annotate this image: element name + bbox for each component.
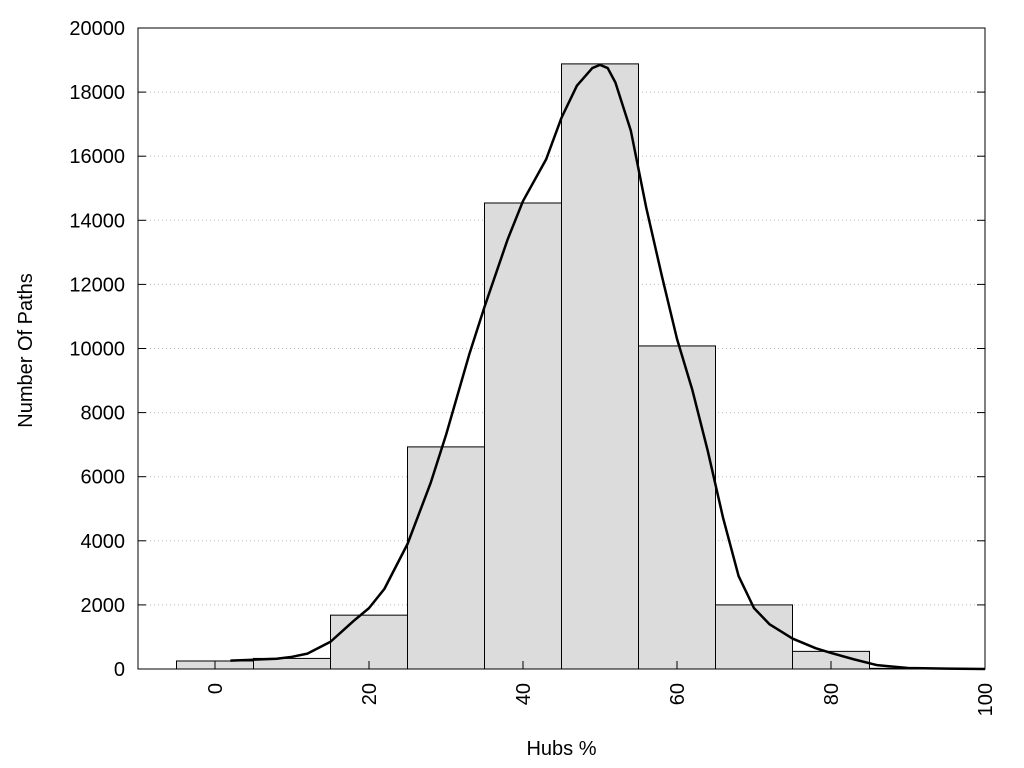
histogram-bar — [484, 202, 562, 670]
y-tick-label: 18000 — [69, 82, 125, 104]
x-tick-label: 20 — [359, 683, 381, 705]
x-tick-label: 0 — [205, 683, 227, 694]
x-tick-label: 80 — [821, 683, 843, 705]
y-tick-label: 2000 — [81, 595, 126, 617]
x-tick-label: 100 — [975, 683, 997, 716]
y-tick-label: 20000 — [69, 18, 125, 40]
y-tick-label: 4000 — [81, 531, 126, 553]
histogram-bar — [638, 345, 716, 670]
y-tick-label: 0 — [114, 659, 125, 681]
y-tick-label: 14000 — [69, 210, 125, 232]
y-tick-label: 12000 — [69, 274, 125, 296]
x-tick-label: 60 — [667, 683, 689, 705]
histogram-bar — [407, 446, 485, 670]
histogram-bar — [561, 63, 639, 670]
y-tick-label: 10000 — [69, 339, 125, 361]
y-tick-label: 6000 — [81, 467, 126, 489]
x-tick-label: 40 — [513, 683, 535, 705]
density-curve — [230, 63, 986, 671]
y-axis-label: Number Of Paths — [15, 273, 37, 428]
histogram-bar — [330, 614, 408, 670]
y-tick-label: 8000 — [81, 403, 126, 425]
y-tick-label: 16000 — [69, 146, 125, 168]
x-axis-label: Hubs % — [526, 738, 596, 760]
histogram-bar — [715, 604, 793, 670]
